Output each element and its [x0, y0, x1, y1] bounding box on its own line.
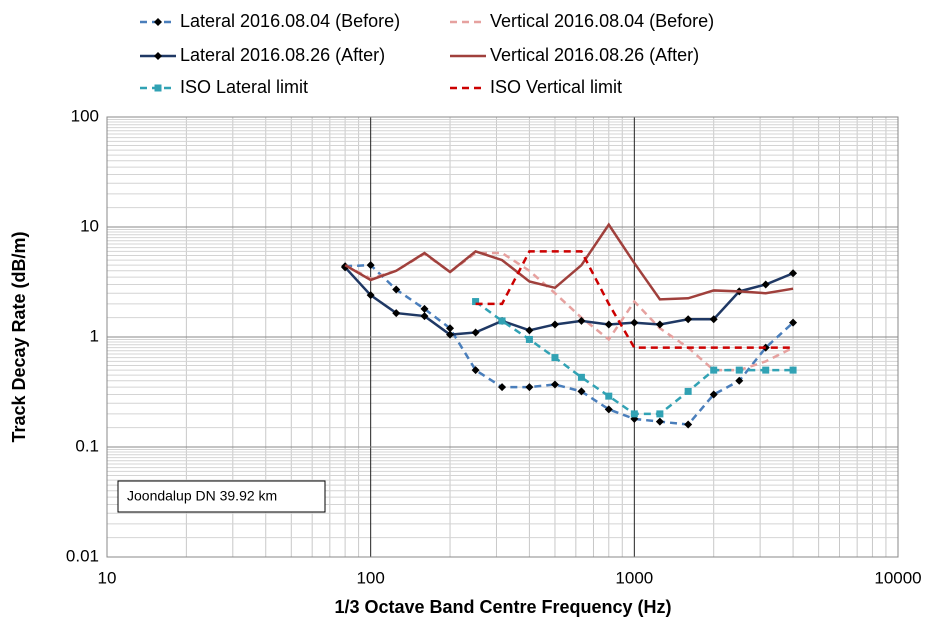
plot [341, 222, 798, 429]
series-line [475, 250, 794, 349]
point [550, 380, 559, 389]
y-tick-label: 0.01 [66, 546, 99, 565]
point [761, 280, 770, 289]
point [577, 316, 586, 325]
point [735, 376, 744, 385]
point [525, 383, 534, 392]
point [420, 312, 429, 321]
x-tick-label: 10 [98, 568, 117, 587]
point [710, 366, 718, 374]
point [446, 330, 455, 339]
point [577, 373, 585, 381]
point [604, 320, 613, 329]
point [392, 309, 401, 318]
legend-label: Lateral 2016.08.26 (After) [180, 45, 385, 65]
point [551, 354, 559, 362]
point [471, 328, 480, 337]
point [446, 324, 455, 333]
y-tick-label: 10 [80, 216, 99, 235]
series-line [344, 222, 794, 301]
legend-marker [154, 84, 162, 92]
y-tick-label: 1 [90, 326, 99, 345]
point [684, 420, 693, 429]
point [577, 387, 586, 396]
point [789, 269, 798, 278]
point [709, 315, 718, 324]
point [709, 390, 718, 399]
series-line [344, 266, 794, 336]
point [420, 304, 429, 313]
x-axis-title: 1/3 Octave Band Centre Frequency (Hz) [334, 597, 671, 617]
point [525, 335, 533, 343]
plot-frame [106, 116, 899, 558]
y-axis-title: Track Decay Rate (dB/m) [9, 231, 29, 442]
grid [106, 116, 899, 558]
y-tick-label: 100 [71, 106, 99, 125]
point [498, 383, 507, 392]
point [472, 298, 480, 306]
point [735, 366, 743, 374]
point [656, 410, 664, 418]
point [525, 326, 534, 335]
legend-label: Lateral 2016.08.04 (Before) [180, 11, 400, 31]
legend-label: ISO Lateral limit [180, 77, 308, 97]
point [471, 366, 480, 375]
legend-label: ISO Vertical limit [490, 77, 622, 97]
point [498, 317, 506, 325]
y-tick-label: 0.1 [75, 436, 99, 455]
point [366, 291, 375, 300]
point [762, 366, 770, 374]
point [366, 261, 375, 270]
annotation-box [117, 480, 326, 513]
point [655, 417, 664, 426]
series-line [345, 263, 794, 426]
point [684, 315, 693, 324]
point [605, 392, 613, 400]
point [604, 405, 613, 414]
point [684, 387, 692, 395]
legend-label: Vertical 2016.08.04 (Before) [490, 11, 714, 31]
point [789, 366, 797, 374]
point [550, 320, 559, 329]
point [789, 318, 798, 327]
legend-label: Vertical 2016.08.26 (After) [490, 45, 699, 65]
point [392, 285, 401, 294]
point [630, 410, 638, 418]
legend-marker [154, 52, 162, 60]
legend-marker [154, 18, 162, 26]
x-tick-label: 100 [356, 568, 384, 587]
x-tick-label: 1000 [615, 568, 653, 587]
x-tick-label: 10000 [874, 568, 921, 587]
annotation: Joondalup DN 39.92 km [127, 488, 277, 504]
point [630, 318, 639, 327]
point [655, 320, 664, 329]
